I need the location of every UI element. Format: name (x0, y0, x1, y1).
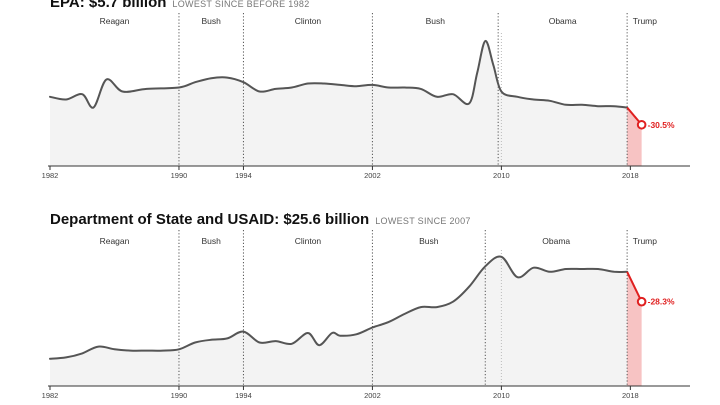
state-usaid-chart-panel: Department of State and USAID: $25.6 bil… (0, 205, 720, 405)
presidency-label: Trump (633, 236, 658, 246)
chart-title-row: Department of State and USAID: $25.6 bil… (50, 211, 471, 229)
change-label: -30.5% (648, 120, 675, 130)
x-tick-label: 1990 (171, 171, 188, 180)
x-tick-label: 2002 (364, 171, 381, 180)
budget-area (50, 40, 628, 166)
presidency-label: Reagan (100, 16, 130, 26)
x-tick-label: 1990 (171, 391, 188, 400)
presidency-label: Clinton (295, 16, 322, 26)
x-tick-label: 1982 (42, 391, 59, 400)
presidency-label: Clinton (295, 236, 322, 246)
presidency-label: Reagan (100, 236, 130, 246)
chart-subtitle: LOWEST SINCE BEFORE 1982 (172, 0, 310, 9)
x-tick-label: 1994 (235, 171, 252, 180)
budget-line (49, 39, 629, 109)
x-tick-label: 2010 (493, 391, 510, 400)
chart-title-row: EPA: $5.7 billion LOWEST SINCE BEFORE 198… (50, 0, 310, 12)
x-tick-label: 2002 (364, 391, 381, 400)
chart-title: Department of State and USAID: $25.6 bil… (50, 211, 370, 228)
budget-area (50, 256, 628, 386)
chart-subtitle: LOWEST SINCE 2007 (375, 216, 471, 226)
presidency-label: Obama (542, 236, 570, 246)
epa-chart-panel: EPA: $5.7 billion LOWEST SINCE BEFORE 198… (0, 0, 720, 193)
x-tick-label: 2018 (622, 171, 639, 180)
budget-line (49, 255, 629, 360)
cut-line (626, 271, 643, 303)
x-tick-label: 2010 (493, 171, 510, 180)
presidency-label: Bush (202, 236, 222, 246)
presidency-label: Obama (549, 16, 577, 26)
presidency-label: Trump (633, 16, 658, 26)
presidency-label: Bush (419, 236, 439, 246)
cut-endpoint-marker (636, 119, 647, 130)
change-label: -28.3% (648, 297, 675, 307)
x-tick-label: 2018 (622, 391, 639, 400)
state-usaid-budget-chart: Reagan Bush Clinton Bush Obama Trump 1982 1990 1… (42, 230, 690, 400)
presidency-label: Bush (202, 16, 222, 26)
x-tick-label: 1982 (42, 171, 59, 180)
cut-endpoint-marker (636, 296, 647, 307)
epa-budget-chart: Reagan Bush Clinton Bush Obama Trump 1982 1990 1… (42, 13, 690, 180)
chart-title: EPA: $5.7 billion (50, 0, 167, 11)
presidency-label: Bush (426, 16, 446, 26)
x-tick-label: 1994 (235, 391, 252, 400)
